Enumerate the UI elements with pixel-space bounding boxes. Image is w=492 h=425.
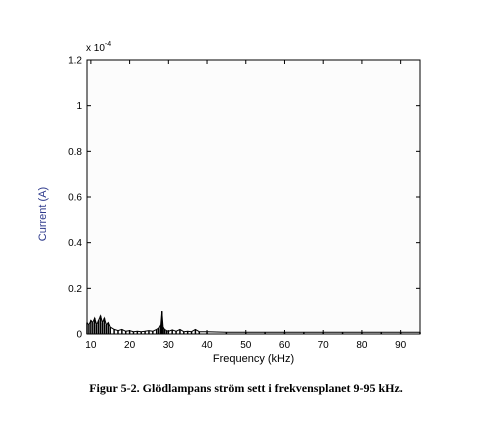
ticks-layer: 10 20 30 40 50 60 70 80 90 0 0.2 0.4 0.6 0.8 1 1.2	[68, 56, 420, 351]
y-multiplier-base: x 10	[86, 43, 105, 54]
x-tick-label: 90	[395, 340, 407, 351]
y-axis-label: Current (A)	[37, 187, 49, 241]
x-axis-label: Frequency (kHz)	[213, 353, 294, 365]
y-tick-label: 0.2	[68, 284, 82, 295]
data-layer	[86, 311, 421, 334]
y-multiplier: x 10-4	[86, 41, 111, 54]
chart-figure: 10 20 30 40 50 60 70 80 90 0 0.2 0.4 0.6 0.8 1 1.2 x 10…	[37, 41, 421, 365]
x-tick-label: 40	[201, 340, 213, 351]
spectrum-line	[86, 311, 420, 333]
y-tick-label: 1.2	[68, 56, 82, 67]
y-tick-label: 0.6	[68, 193, 82, 204]
y-multiplier-exponent: -4	[105, 41, 111, 48]
figure-caption: Figur 5-2. Glödlampans ström sett i frek…	[89, 381, 403, 395]
y-tick-label: 1	[76, 101, 82, 112]
x-tick-label: 60	[279, 340, 291, 351]
y-tick-label: 0	[76, 330, 82, 341]
x-tick-label: 20	[124, 340, 136, 351]
x-tick-label: 70	[318, 340, 330, 351]
y-tick-label: 0.8	[68, 147, 82, 158]
x-tick-label: 80	[356, 340, 368, 351]
plot-area	[86, 59, 421, 335]
x-tick-label: 30	[163, 340, 175, 351]
x-tick-label: 50	[240, 340, 252, 351]
y-tick-label: 0.4	[68, 238, 82, 249]
x-tick-label: 10	[85, 340, 97, 351]
